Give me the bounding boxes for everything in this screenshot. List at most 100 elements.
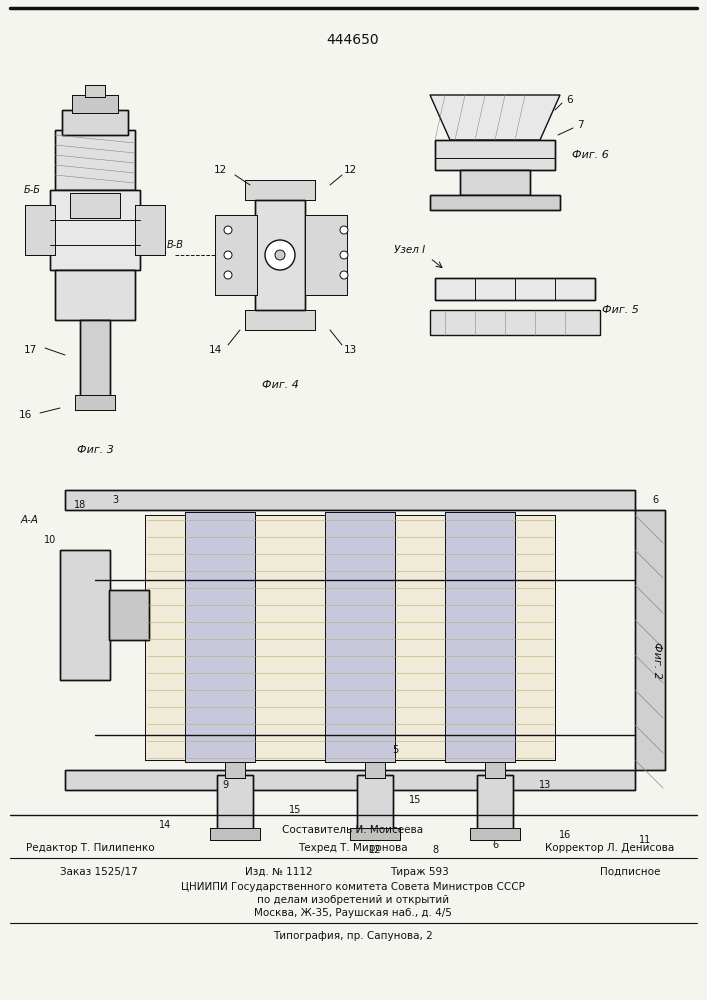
Text: 6: 6 xyxy=(652,495,658,505)
Bar xyxy=(185,512,255,762)
Bar xyxy=(210,828,260,840)
Circle shape xyxy=(340,251,348,259)
Circle shape xyxy=(224,226,232,234)
Text: Фиг. 5: Фиг. 5 xyxy=(602,305,638,315)
Bar xyxy=(325,512,395,762)
Bar xyxy=(55,270,135,320)
Bar xyxy=(109,590,149,640)
Text: 13: 13 xyxy=(539,780,551,790)
Text: Изд. № 1112: Изд. № 1112 xyxy=(245,867,312,877)
Bar xyxy=(215,215,257,295)
Text: Фиг. 3: Фиг. 3 xyxy=(76,445,113,455)
Text: 14: 14 xyxy=(159,820,171,830)
Bar xyxy=(430,195,560,210)
Text: Фиг. 2: Фиг. 2 xyxy=(652,642,662,678)
Bar xyxy=(350,828,400,840)
Text: В-В: В-В xyxy=(167,240,184,250)
Text: 6: 6 xyxy=(567,95,573,105)
Bar xyxy=(85,85,105,97)
Bar xyxy=(70,193,120,218)
Bar xyxy=(245,180,315,200)
Bar xyxy=(185,512,255,762)
Text: Заказ 1525/17: Заказ 1525/17 xyxy=(60,867,138,877)
Bar xyxy=(357,775,393,830)
Bar xyxy=(350,828,400,840)
Text: 12: 12 xyxy=(369,845,381,855)
Bar xyxy=(55,130,135,190)
Bar xyxy=(80,320,110,400)
Bar xyxy=(460,170,530,195)
Text: 3: 3 xyxy=(112,495,118,505)
Text: Тираж 593: Тираж 593 xyxy=(390,867,449,877)
Bar xyxy=(357,775,393,830)
Bar xyxy=(255,200,305,310)
Text: ЦНИИПИ Государственного комитета Совета Министров СССР: ЦНИИПИ Государственного комитета Совета … xyxy=(181,882,525,892)
Bar xyxy=(25,205,55,255)
Bar xyxy=(65,770,635,790)
Text: Подписное: Подписное xyxy=(600,867,660,877)
Bar xyxy=(477,775,513,830)
Text: Фиг. 4: Фиг. 4 xyxy=(262,380,298,390)
Text: Узел I: Узел I xyxy=(395,245,426,255)
Text: Корректор Л. Денисова: Корректор Л. Денисова xyxy=(545,843,674,853)
Bar xyxy=(135,205,165,255)
Text: 16: 16 xyxy=(559,830,571,840)
Text: Фиг. 6: Фиг. 6 xyxy=(571,150,609,160)
Bar xyxy=(60,550,110,680)
Text: Составитель И. Моисеева: Составитель И. Моисеева xyxy=(282,825,423,835)
Bar xyxy=(65,490,635,510)
Bar xyxy=(470,828,520,840)
Bar xyxy=(485,750,505,778)
Text: 12: 12 xyxy=(344,165,356,175)
Bar xyxy=(635,510,665,770)
Bar xyxy=(80,320,110,400)
Bar xyxy=(135,205,165,255)
Text: Редактор Т. Пилипенко: Редактор Т. Пилипенко xyxy=(25,843,154,853)
Bar xyxy=(325,512,395,762)
Text: 8: 8 xyxy=(432,845,438,855)
Text: 9: 9 xyxy=(222,780,228,790)
Bar xyxy=(245,180,315,200)
Bar xyxy=(55,270,135,320)
Bar xyxy=(245,310,315,330)
Bar xyxy=(305,215,347,295)
Bar xyxy=(70,193,120,218)
Text: 16: 16 xyxy=(18,410,32,420)
Bar xyxy=(50,190,140,270)
Bar xyxy=(215,215,257,295)
Bar xyxy=(50,190,140,270)
Circle shape xyxy=(224,251,232,259)
Bar xyxy=(445,512,515,762)
Bar xyxy=(72,95,118,113)
Bar xyxy=(255,200,305,310)
Polygon shape xyxy=(430,310,600,335)
Bar xyxy=(60,550,110,680)
Bar xyxy=(435,278,595,300)
Bar xyxy=(210,828,260,840)
Text: 17: 17 xyxy=(23,345,37,355)
Bar xyxy=(485,750,505,778)
Text: 444650: 444650 xyxy=(327,33,380,47)
Text: 15: 15 xyxy=(289,805,301,815)
Text: 10: 10 xyxy=(44,535,56,545)
Text: Москва, Ж-35, Раушская наб., д. 4/5: Москва, Ж-35, Раушская наб., д. 4/5 xyxy=(254,908,452,918)
Bar xyxy=(85,85,105,97)
Bar xyxy=(460,170,530,195)
Bar xyxy=(435,140,555,170)
Bar xyxy=(25,205,55,255)
Bar xyxy=(217,775,253,830)
Bar xyxy=(435,140,555,170)
Bar xyxy=(109,590,149,640)
Bar xyxy=(445,512,515,762)
Bar xyxy=(435,278,595,300)
Text: 5: 5 xyxy=(392,745,398,755)
Text: по делам изобретений и открытий: по делам изобретений и открытий xyxy=(257,895,449,905)
Bar xyxy=(65,770,635,790)
Circle shape xyxy=(340,226,348,234)
Bar xyxy=(305,215,347,295)
Bar xyxy=(470,828,520,840)
Bar xyxy=(365,750,385,778)
Text: 15: 15 xyxy=(409,795,421,805)
Text: Б-Б: Б-Б xyxy=(23,185,40,195)
Text: 18: 18 xyxy=(74,500,86,510)
